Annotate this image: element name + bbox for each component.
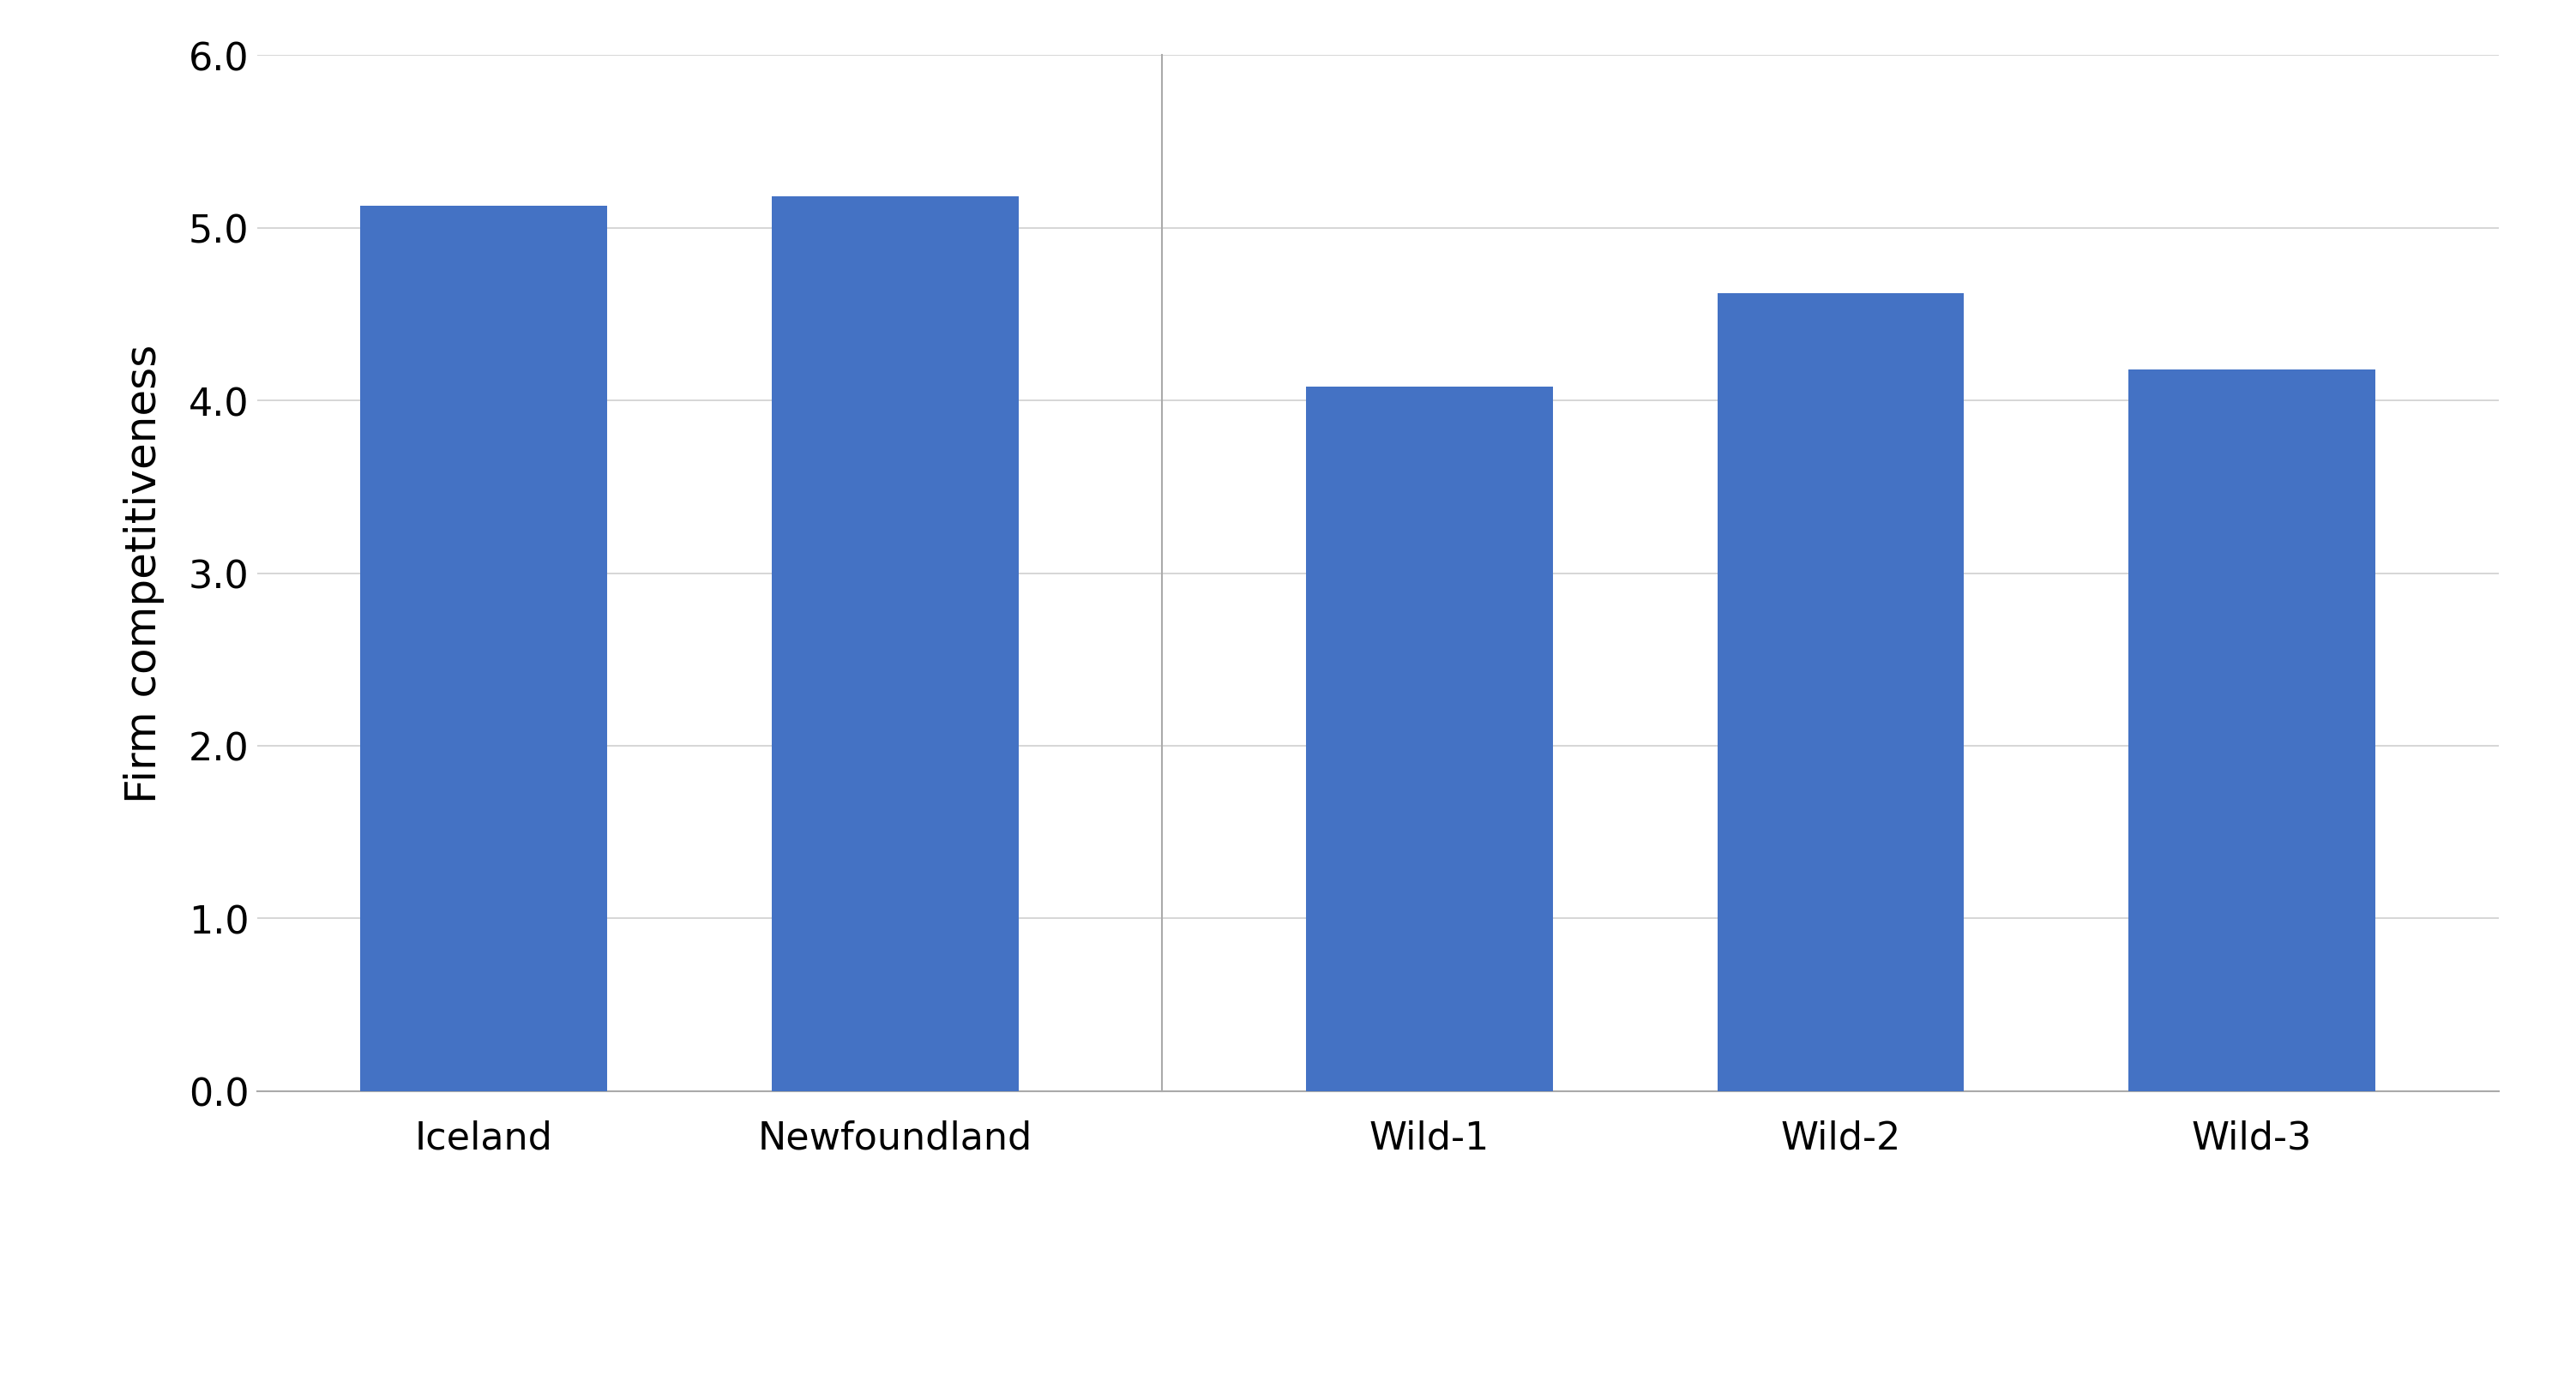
Y-axis label: Firm competitiveness: Firm competitiveness <box>124 344 165 803</box>
Bar <box>361 206 608 1091</box>
Bar <box>1718 294 1963 1091</box>
Bar <box>2128 369 2375 1091</box>
Bar <box>1306 388 1553 1091</box>
Bar <box>773 197 1018 1091</box>
